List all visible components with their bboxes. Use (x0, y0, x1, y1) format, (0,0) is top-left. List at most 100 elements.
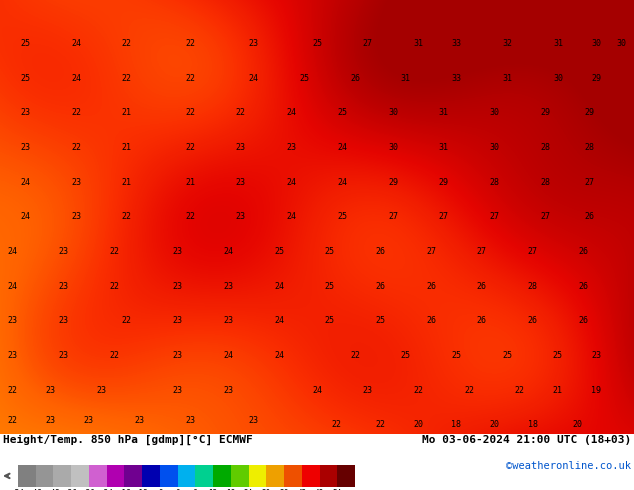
Text: 31: 31 (553, 39, 563, 48)
Text: 31: 31 (413, 39, 424, 48)
Text: 18: 18 (451, 420, 462, 429)
Text: 28: 28 (489, 178, 500, 187)
Text: 22: 22 (185, 108, 195, 117)
Text: 31: 31 (439, 143, 449, 152)
Text: 29: 29 (439, 178, 449, 187)
Text: 23: 23 (172, 317, 183, 325)
Text: 25: 25 (337, 212, 347, 221)
Bar (142, 465, 160, 487)
Text: 23: 23 (134, 416, 145, 425)
Text: 31: 31 (502, 74, 512, 82)
Text: 48: 48 (315, 489, 324, 490)
Text: 54: 54 (333, 489, 342, 490)
Text: 25: 25 (20, 74, 30, 82)
Text: 23: 23 (172, 386, 183, 395)
Text: 25: 25 (502, 351, 512, 360)
Text: 31: 31 (401, 74, 411, 82)
Text: 23: 23 (223, 317, 233, 325)
Text: 22: 22 (122, 212, 132, 221)
Bar (53, 465, 71, 487)
Text: 26: 26 (477, 317, 487, 325)
Text: 23: 23 (236, 212, 246, 221)
Text: 24: 24 (274, 282, 284, 291)
Text: 28: 28 (540, 143, 550, 152)
Text: 28: 28 (540, 178, 550, 187)
Bar (18, 465, 36, 487)
Bar (71, 465, 89, 487)
Text: 24: 24 (244, 489, 253, 490)
Text: 36: 36 (280, 489, 288, 490)
Text: 23: 23 (591, 351, 601, 360)
Text: 26: 26 (578, 247, 588, 256)
Text: 22: 22 (122, 74, 132, 82)
Text: 23: 23 (249, 39, 259, 48)
Text: Height/Temp. 850 hPa [gdmp][°C] ECMWF: Height/Temp. 850 hPa [gdmp][°C] ECMWF (3, 435, 253, 445)
Text: 22: 22 (413, 386, 424, 395)
Text: 30: 30 (489, 143, 500, 152)
Text: 28: 28 (585, 143, 595, 152)
Text: 26: 26 (578, 317, 588, 325)
Text: 23: 23 (223, 282, 233, 291)
Text: 23: 23 (249, 416, 259, 425)
Text: 24: 24 (312, 386, 322, 395)
Text: 23: 23 (185, 416, 195, 425)
Text: 24: 24 (223, 351, 233, 360)
Bar (320, 465, 337, 487)
Text: 22: 22 (185, 39, 195, 48)
Text: 27: 27 (363, 39, 373, 48)
Text: -36: -36 (64, 489, 78, 490)
Text: 27: 27 (426, 247, 436, 256)
Text: 22: 22 (71, 143, 81, 152)
Text: 21: 21 (122, 178, 132, 187)
Text: 23: 23 (46, 386, 56, 395)
Text: 21: 21 (185, 178, 195, 187)
Text: 22: 22 (8, 386, 18, 395)
Text: ©weatheronline.co.uk: ©weatheronline.co.uk (506, 461, 631, 471)
Text: 22: 22 (464, 386, 474, 395)
Text: 22: 22 (109, 351, 119, 360)
Text: 23: 23 (58, 317, 68, 325)
Text: 21: 21 (122, 143, 132, 152)
Text: 24: 24 (287, 212, 297, 221)
Bar (266, 465, 284, 487)
Text: 23: 23 (172, 247, 183, 256)
Text: 27: 27 (477, 247, 487, 256)
Text: 22: 22 (185, 143, 195, 152)
Text: 22: 22 (122, 39, 132, 48)
Text: 22: 22 (122, 317, 132, 325)
Text: 27: 27 (439, 212, 449, 221)
Text: 26: 26 (585, 212, 595, 221)
Text: 23: 23 (46, 416, 56, 425)
Text: 23: 23 (172, 351, 183, 360)
Bar (36, 465, 53, 487)
Text: 19: 19 (591, 386, 601, 395)
Bar (284, 465, 302, 487)
Text: 24: 24 (249, 74, 259, 82)
Text: 24: 24 (71, 74, 81, 82)
Text: 23: 23 (223, 386, 233, 395)
Text: 23: 23 (20, 108, 30, 117)
Text: 18: 18 (226, 489, 235, 490)
Text: 29: 29 (540, 108, 550, 117)
Text: 23: 23 (58, 282, 68, 291)
Text: 23: 23 (363, 386, 373, 395)
Text: 23: 23 (236, 178, 246, 187)
Text: 25: 25 (274, 247, 284, 256)
Text: 25: 25 (401, 351, 411, 360)
Text: 24: 24 (337, 178, 347, 187)
Text: 31: 31 (439, 108, 449, 117)
Text: 23: 23 (84, 416, 94, 425)
Text: 24: 24 (274, 351, 284, 360)
Text: 30: 30 (616, 39, 626, 48)
Text: 22: 22 (109, 247, 119, 256)
Bar (231, 465, 249, 487)
Text: 27: 27 (585, 178, 595, 187)
Text: 33: 33 (451, 74, 462, 82)
Text: 22: 22 (185, 74, 195, 82)
Text: 23: 23 (8, 351, 18, 360)
Bar (124, 465, 142, 487)
Text: 27: 27 (540, 212, 550, 221)
Text: Mo 03-06-2024 21:00 UTC (18+03): Mo 03-06-2024 21:00 UTC (18+03) (422, 435, 631, 445)
Text: 20: 20 (489, 420, 500, 429)
Text: 24: 24 (287, 108, 297, 117)
